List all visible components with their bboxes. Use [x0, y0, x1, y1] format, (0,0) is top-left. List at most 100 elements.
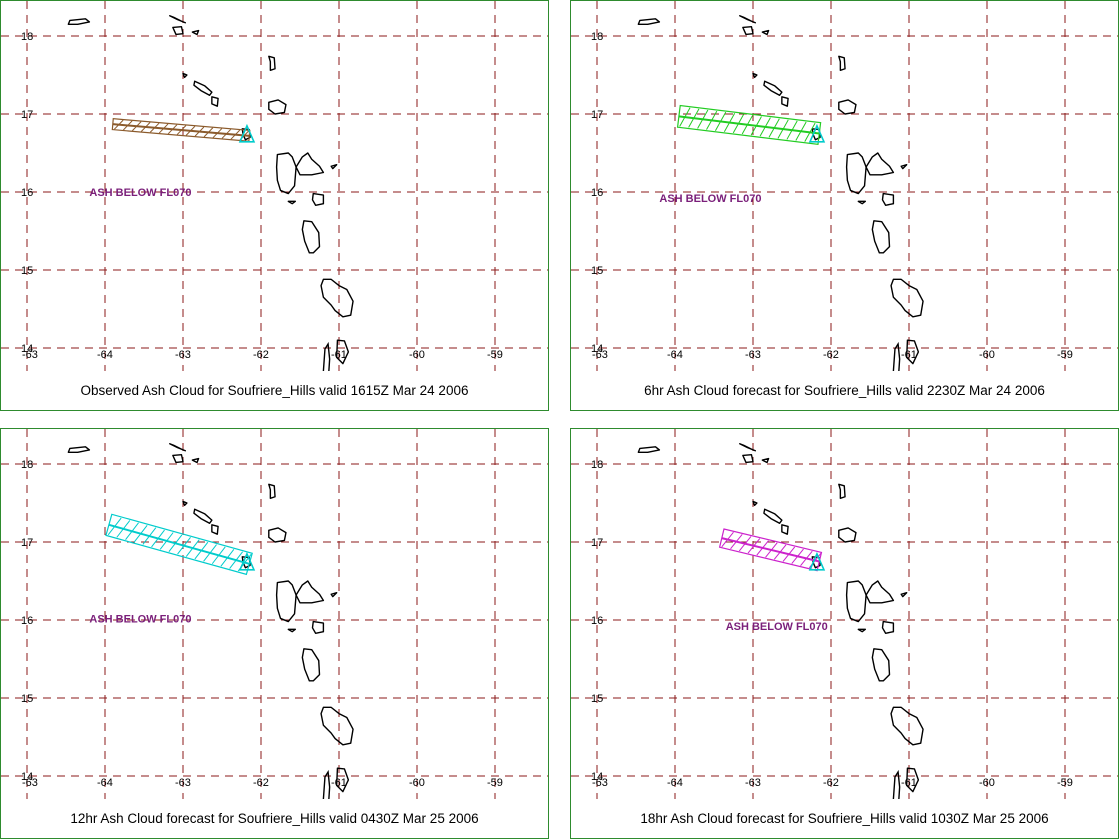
island-anguilla [739, 15, 757, 24]
island-virgin-gorda [637, 18, 661, 25]
longitude-label: -61 [331, 349, 347, 361]
panel-caption: 18hr Ash Cloud forecast for Soufriere_Hi… [640, 811, 1049, 826]
ash-cloud-plume [676, 104, 822, 146]
latitude-label: 17 [591, 109, 603, 121]
latitude-label: 16 [591, 187, 603, 199]
latitude-label: 15 [591, 693, 603, 705]
island-st-kitts [763, 508, 783, 524]
longitude-label: -63 [175, 349, 191, 361]
ash-level-label: ASH BELOW FL070 [89, 187, 191, 199]
coastlines [67, 15, 354, 371]
island-statia [752, 500, 758, 507]
ash-cloud-axis [721, 537, 820, 563]
island-marie-galante [311, 620, 325, 634]
island-dominica [871, 220, 891, 254]
island-nevis [781, 96, 789, 107]
island-nevis [211, 96, 219, 107]
latitude-label: 16 [21, 615, 33, 627]
panel-caption: 6hr Ash Cloud forecast for Soufriere_Hil… [644, 383, 1045, 398]
island-st-barth [761, 457, 770, 464]
longitude-label: -63 [592, 349, 608, 361]
latitude-label: 15 [21, 693, 33, 705]
coastlines [67, 443, 354, 799]
island-anguilla [169, 15, 187, 24]
island-st-vincent [322, 341, 331, 371]
island-anguilla [739, 443, 757, 452]
longitude-label: -64 [667, 349, 683, 361]
ash-level-label: ASH BELOW FL070 [89, 613, 191, 625]
latitude-label: 18 [21, 31, 33, 43]
island-st-vincent [322, 769, 331, 799]
longitude-label: -61 [901, 777, 917, 789]
longitude-label: -59 [487, 349, 503, 361]
graticule [1, 1, 548, 371]
island-st-martin [742, 25, 754, 36]
longitude-label: -59 [487, 777, 503, 789]
island-anguilla [169, 443, 187, 452]
longitude-label: -63 [22, 777, 38, 789]
island-antigua [268, 99, 287, 115]
ash-cloud-plume [111, 118, 251, 142]
island-martinique [320, 706, 354, 746]
island-st-kitts [193, 508, 213, 524]
island-st-vincent [892, 341, 901, 371]
longitude-label: -60 [979, 349, 995, 361]
island-la-desirade [330, 591, 338, 598]
graticule [571, 429, 1118, 799]
latitude-label: 14 [21, 771, 33, 783]
longitude-label: -64 [97, 349, 113, 361]
longitude-label: -61 [331, 777, 347, 789]
island-st-kitts [193, 80, 213, 96]
island-virgin-gorda [67, 446, 91, 453]
longitude-label: -62 [253, 349, 269, 361]
volcano-icon [238, 551, 256, 571]
island-st-lucia [335, 767, 350, 793]
graticule [1, 429, 548, 799]
island-st-barth [761, 29, 770, 36]
island-barbuda [268, 483, 276, 500]
ash-cloud-axis [112, 123, 250, 137]
island-barbuda [838, 483, 846, 500]
panel-caption: 12hr Ash Cloud forecast for Soufriere_Hi… [70, 811, 479, 826]
volcano-icon [808, 123, 826, 143]
panel-caption: Observed Ash Cloud for Soufriere_Hills v… [80, 383, 469, 398]
island-les-saintes [287, 200, 297, 205]
longitude-label: -62 [253, 777, 269, 789]
island-statia [182, 500, 188, 507]
island-st-lucia [905, 767, 920, 793]
ash-cloud-outline [676, 104, 822, 146]
island-les-saintes [287, 628, 297, 633]
island-dominica [871, 648, 891, 682]
forecast-panel-6hr: ASH BELOW FL070 18 17 16 15 14 -63 -64 -63 -62 -61… [570, 0, 1119, 411]
island-marie-galante [881, 192, 895, 206]
latitude-label: 18 [591, 31, 603, 43]
island-guadeloupe-basse-terre [845, 580, 867, 623]
forecast-panel-12hr: ASH BELOW FL070 18 17 16 15 14 -63 -64 -63 -62 -61… [0, 428, 549, 839]
island-martinique [890, 706, 924, 746]
island-st-vincent [892, 769, 901, 799]
island-st-lucia [905, 339, 920, 365]
ash-cloud-outline [718, 528, 823, 572]
longitude-label: -60 [979, 777, 995, 789]
island-virgin-gorda [67, 18, 91, 25]
ash-cloud-axis [108, 523, 250, 565]
island-barbuda [838, 55, 846, 72]
longitude-label: -62 [823, 349, 839, 361]
island-nevis [211, 524, 219, 535]
longitude-label: -62 [823, 777, 839, 789]
island-dominica [301, 648, 321, 682]
island-les-saintes [857, 200, 867, 205]
island-dominica [301, 220, 321, 254]
latitude-label: 14 [21, 343, 33, 355]
longitude-label: -63 [745, 349, 761, 361]
island-guadeloupe-basse-terre [275, 580, 297, 623]
island-guadeloupe-grande-terre [865, 152, 895, 176]
island-guadeloupe-grande-terre [295, 152, 325, 176]
longitude-label: -61 [901, 349, 917, 361]
island-la-desirade [900, 591, 908, 598]
island-barbuda [268, 55, 276, 72]
